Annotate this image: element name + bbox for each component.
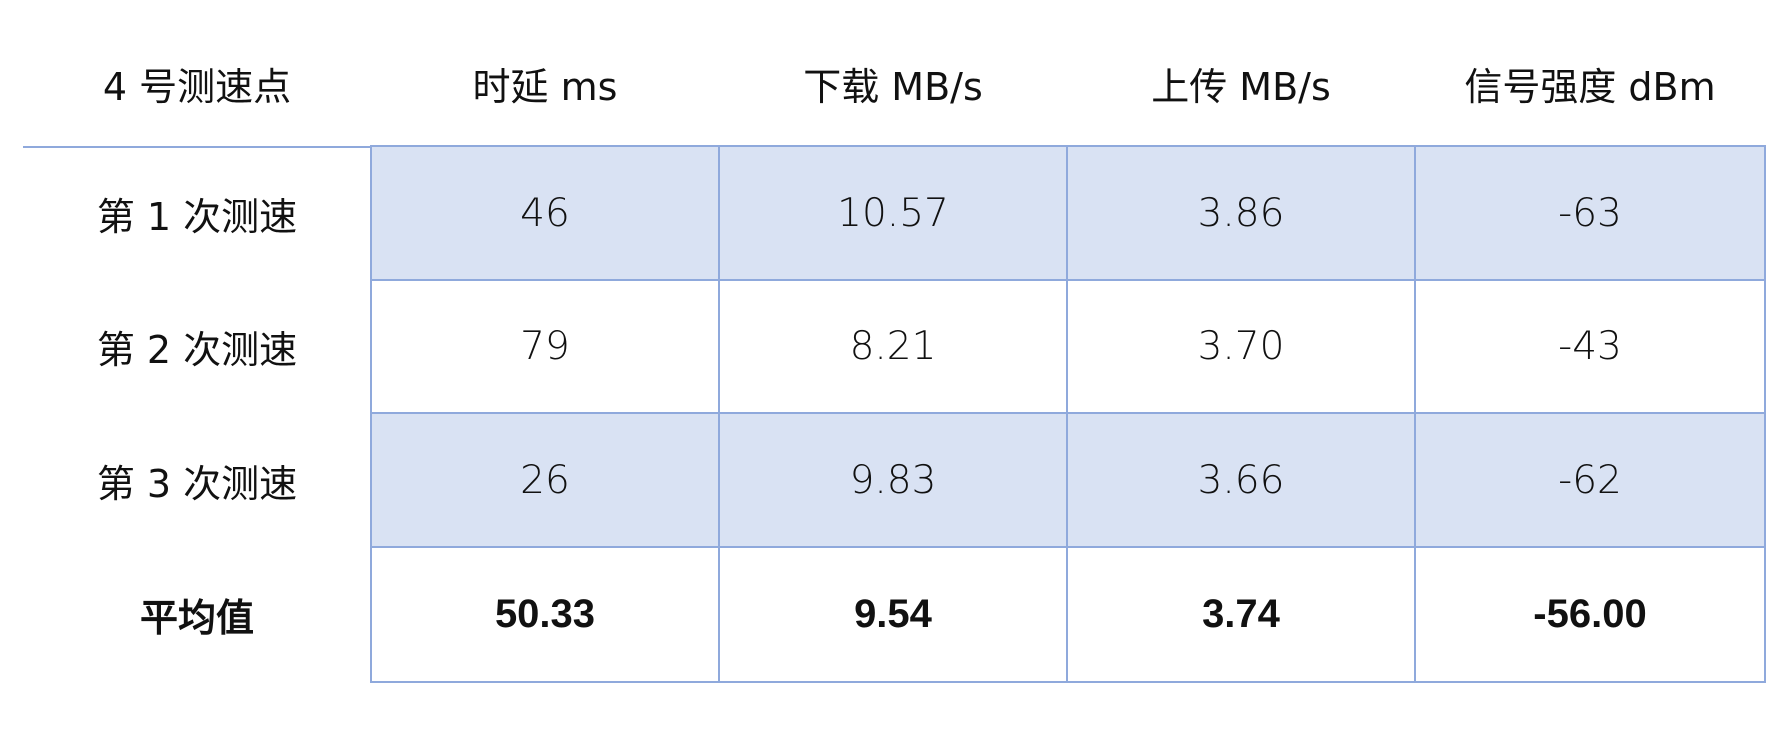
table-cell: 26 — [370, 412, 720, 548]
row-label: 第 1 次测速 — [96, 194, 298, 239]
column-header: 4 号测速点 — [102, 64, 292, 109]
average-cell: 9.54 — [718, 546, 1068, 683]
average-cell: 3.74 — [1066, 546, 1416, 683]
row-label: 第 2 次测速 — [96, 328, 298, 372]
table-cell: -63 — [1414, 145, 1766, 281]
table-cell: 3.86 — [1066, 145, 1416, 281]
average-cell: -56.00 — [1414, 546, 1766, 683]
table-cell: -43 — [1414, 279, 1766, 414]
column-header: 时延 ms — [472, 64, 618, 109]
row-label: 第 3 次测速 — [96, 461, 298, 506]
table-cell: -62 — [1414, 412, 1766, 548]
table-cell: 3.66 — [1066, 412, 1416, 548]
average-cell: 50.33 — [370, 546, 720, 683]
table-cell: 8.21 — [718, 279, 1068, 414]
table-cell: 9.83 — [718, 412, 1068, 548]
table-cell: 79 — [370, 279, 720, 414]
table-cell: 10.57 — [718, 145, 1068, 281]
table-cell: 3.70 — [1066, 279, 1416, 414]
table-cell: 46 — [370, 145, 720, 281]
column-header: 信号强度 dBm — [1464, 64, 1716, 109]
column-header: 下载 MB/s — [803, 64, 983, 109]
average-row-label: 平均值 — [139, 596, 254, 640]
column-header: 上传 MB/s — [1151, 64, 1331, 109]
